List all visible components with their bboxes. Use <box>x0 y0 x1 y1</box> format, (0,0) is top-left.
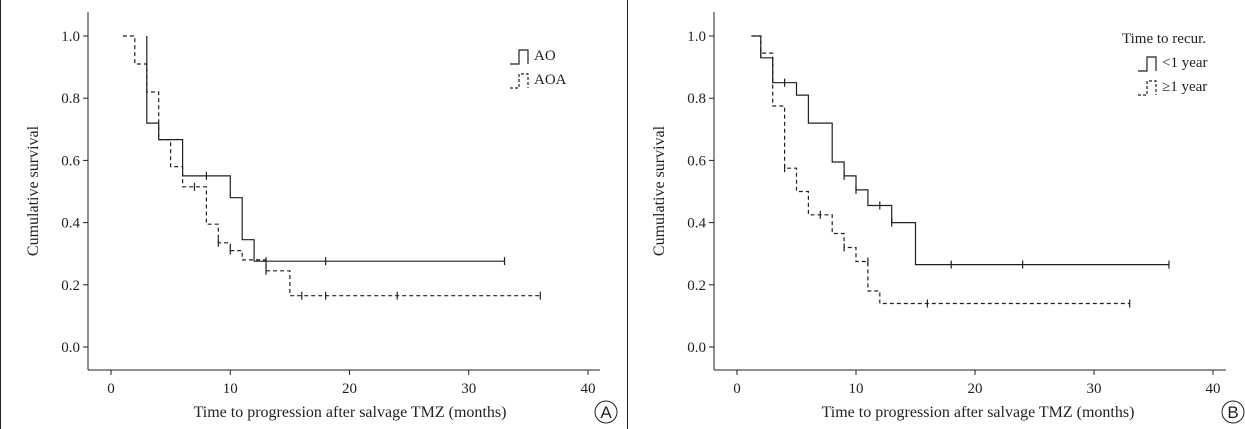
panel-label-letter: B <box>1227 403 1238 422</box>
y-tick-label: 1.0 <box>687 29 706 45</box>
y-tick-label: 0.8 <box>687 91 706 107</box>
x-tick-label: 20 <box>342 381 357 397</box>
y-axis-title: Cumulative survival <box>651 125 668 256</box>
y-tick-label: 0.8 <box>61 91 80 107</box>
frame-left-edge <box>0 0 1 429</box>
chart-panel-a: 0.0 0.2 0.4 0.6 0.8 1.0 0 10 20 30 40 Time to progr… <box>25 12 618 424</box>
series-line-solid <box>146 36 505 262</box>
x-tick-label: 0 <box>107 381 115 397</box>
legend-label: <1 year <box>1162 55 1208 71</box>
x-axis-title: Time to progression after salvage TMZ (m… <box>822 404 1135 421</box>
x-tick-label: 40 <box>1206 381 1221 397</box>
y-tick-label: 0.4 <box>687 216 706 232</box>
x-tick-label: 20 <box>968 381 983 397</box>
legend-swatch-solid <box>510 49 529 65</box>
y-tick-label: 0.0 <box>61 340 80 356</box>
panel-label-badge <box>594 400 618 424</box>
panel-label-badge <box>1221 400 1245 424</box>
y-tick-label: 0.2 <box>687 278 706 294</box>
series-line-dashed <box>751 35 1130 305</box>
y-tick-label: 0.0 <box>687 340 706 356</box>
panel-label-letter: A <box>600 403 612 422</box>
y-axis-title: Cumulative survival <box>25 125 42 256</box>
x-tick-label: 30 <box>461 381 476 397</box>
y-tick-label: 0.6 <box>687 153 706 169</box>
series-line-dashed <box>122 35 541 297</box>
legend-swatch-dashed <box>1138 80 1157 96</box>
series-line-solid <box>752 35 1169 266</box>
y-tick-label: 0.2 <box>61 278 80 294</box>
survival-chart-b: 0.0 0.2 0.4 0.6 0.8 1.0 0 10 20 30 40 Time to progr… <box>651 12 1245 424</box>
x-tick-label: 10 <box>849 381 864 397</box>
legend-label: AOA <box>534 72 567 88</box>
legend-swatch-solid <box>1138 56 1157 72</box>
survival-chart-a: 0.0 0.2 0.4 0.6 0.8 1.0 0 10 20 30 40 Time to progr… <box>25 12 618 424</box>
x-axis-title: Time to progression after salvage TMZ (m… <box>194 404 507 421</box>
legend-swatch-dashed <box>510 73 529 89</box>
legend-title: Time to recur. <box>1122 31 1206 47</box>
legend-label: AO <box>534 48 556 64</box>
legend-label: ≥1 year <box>1162 79 1207 95</box>
y-tick-label: 0.4 <box>61 216 80 232</box>
x-tick-label: 30 <box>1087 381 1102 397</box>
x-tick-label: 40 <box>581 381 596 397</box>
x-tick-label: 0 <box>733 381 741 397</box>
y-tick-label: 0.6 <box>61 153 80 169</box>
chart-panel-b: 0.0 0.2 0.4 0.6 0.8 1.0 0 10 20 30 40 Time to progr… <box>630 0 1245 429</box>
x-tick-label: 10 <box>223 381 238 397</box>
y-tick-label: 1.0 <box>61 29 80 45</box>
panel-divider <box>627 0 628 429</box>
